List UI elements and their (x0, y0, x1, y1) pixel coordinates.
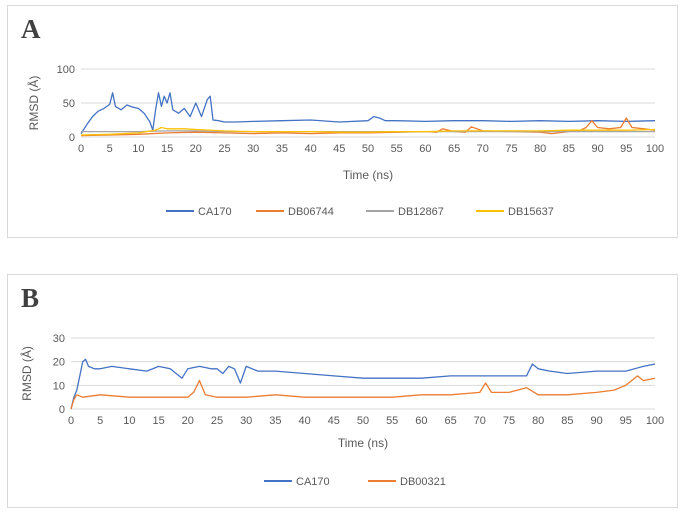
x-tick-label: 70 (474, 415, 486, 427)
x-tick-label: 70 (477, 143, 489, 155)
legend-label: DB12867 (398, 206, 444, 218)
series-line-db15637 (80, 126, 656, 136)
y-tick-label: 0 (59, 404, 65, 416)
legend-label: DB00321 (400, 476, 446, 488)
x-tick-label: 50 (362, 143, 374, 155)
x-tick-label: 40 (304, 143, 316, 155)
x-tick-label: 100 (646, 415, 664, 427)
x-tick-label: 50 (357, 415, 369, 427)
x-tick-label: 30 (240, 415, 252, 427)
x-tick-label: 55 (386, 415, 398, 427)
x-tick-label: 95 (620, 143, 632, 155)
panel-label-a: A (21, 14, 41, 44)
x-tick-label: 25 (218, 143, 230, 155)
x-tick-label: 15 (161, 143, 173, 155)
y-tick-label: 100 (57, 64, 75, 76)
legend-label: DB06744 (288, 206, 334, 218)
rmsd-chart-a: 0 50 100 0 5 10 15 20 25 30 35 40 45 50 55 60 65 70 75 80 85… (26, 64, 664, 218)
x-tick-label: 35 (276, 143, 288, 155)
x-tick-label: 80 (532, 415, 544, 427)
x-tick-label: 5 (107, 143, 113, 155)
legend-label: CA170 (198, 206, 232, 218)
x-tick-label: 60 (419, 143, 431, 155)
chart-panel-a: A 0 50 100 0 5 10 15 20 25 30 35 40 45 50 55 60 65 70 75 80… (7, 5, 678, 238)
y-tick-label: 10 (53, 380, 65, 392)
x-tick-label: 55 (391, 143, 403, 155)
x-tick-label: 45 (333, 143, 345, 155)
x-tick-label: 0 (68, 415, 74, 427)
y-tick-label: 0 (69, 132, 75, 144)
x-tick-label: 35 (269, 415, 281, 427)
x-tick-label: 75 (503, 415, 515, 427)
x-tick-label: 65 (444, 415, 456, 427)
legend-label: DB15637 (508, 206, 554, 218)
x-tick-label: 5 (97, 415, 103, 427)
series-line-db00321 (70, 375, 656, 410)
x-tick-label: 90 (590, 415, 602, 427)
x-tick-label: 45 (328, 415, 340, 427)
x-tick-label: 75 (505, 143, 517, 155)
x-tick-label: 60 (415, 415, 427, 427)
x-tick-label: 65 (448, 143, 460, 155)
series-line-ca170 (80, 92, 656, 134)
x-tick-label: 0 (78, 143, 84, 155)
x-tick-label: 20 (190, 143, 202, 155)
x-tick-label: 85 (561, 415, 573, 427)
y-axis-title: RMSD (Å) (19, 346, 34, 401)
x-tick-label: 25 (211, 415, 223, 427)
x-tick-label: 95 (620, 415, 632, 427)
chart-panel-b: B 0 10 20 30 0 5 10 15 20 25 30 35 40 45 50 55 60 65 70 75 8… (7, 274, 678, 508)
x-tick-label: 10 (123, 415, 135, 427)
rmsd-chart-b: 0 10 20 30 0 5 10 15 20 25 30 35 40 45 50 55 60 65 70 75 80 8… (19, 333, 664, 488)
panel-label-b: B (21, 283, 40, 313)
x-tick-label: 80 (534, 143, 546, 155)
x-tick-label: 10 (132, 143, 144, 155)
legend-label: CA170 (296, 476, 330, 488)
y-tick-label: 50 (63, 98, 75, 110)
y-tick-label: 20 (53, 357, 65, 369)
y-tick-label: 30 (53, 333, 65, 345)
x-tick-label: 40 (298, 415, 310, 427)
x-tick-label: 15 (152, 415, 164, 427)
series-line-db12867 (81, 130, 655, 133)
x-tick-label: 85 (563, 143, 575, 155)
series-line-ca170 (70, 358, 656, 410)
x-tick-label: 100 (646, 143, 664, 155)
x-tick-label: 90 (591, 143, 603, 155)
x-axis-title: Time (ns) (338, 436, 388, 450)
y-axis-title: RMSD (Å) (26, 76, 41, 131)
x-tick-label: 20 (182, 415, 194, 427)
x-axis-title: Time (ns) (343, 168, 393, 182)
x-tick-label: 30 (247, 143, 259, 155)
